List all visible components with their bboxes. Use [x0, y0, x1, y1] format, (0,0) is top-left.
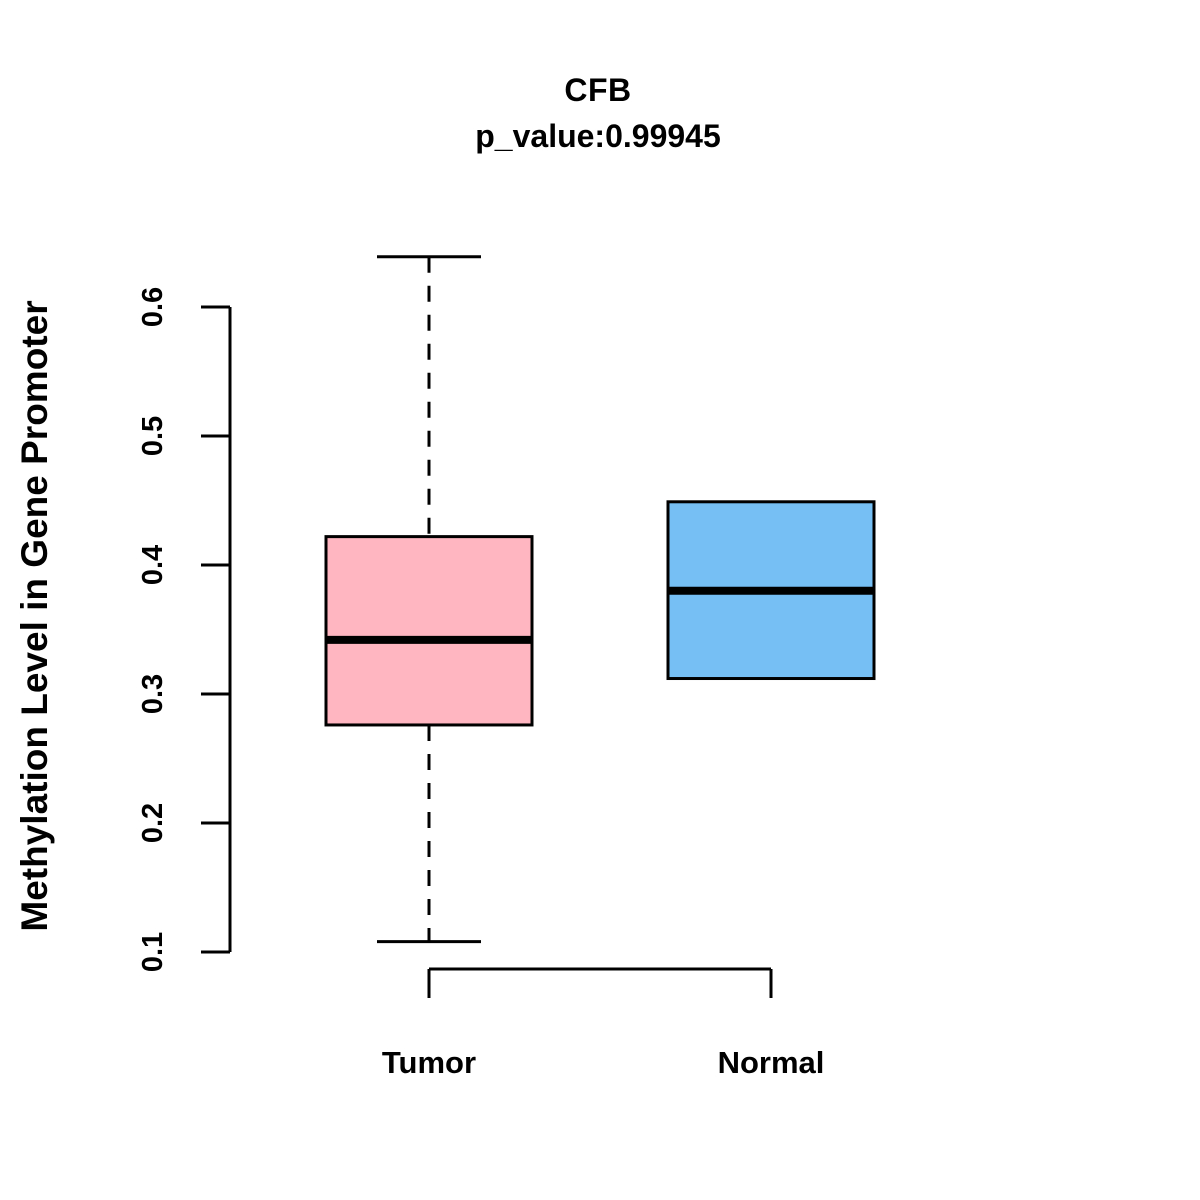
x-category-label-normal: Normal: [718, 1045, 825, 1080]
chart-subtitle: p_value:0.99945: [475, 118, 721, 154]
y-tick-label: 0.3: [137, 674, 169, 714]
y-tick-label: 0.1: [137, 932, 169, 972]
y-tick-label: 0.6: [137, 287, 169, 327]
x-category-label-tumor: Tumor: [382, 1045, 476, 1080]
box-tumor: [324, 535, 534, 727]
y-tick-label: 0.5: [137, 416, 169, 456]
chart-title: CFB: [564, 72, 632, 108]
y-tick-label: 0.2: [137, 803, 169, 843]
y-tick-label: 0.4: [137, 545, 169, 585]
